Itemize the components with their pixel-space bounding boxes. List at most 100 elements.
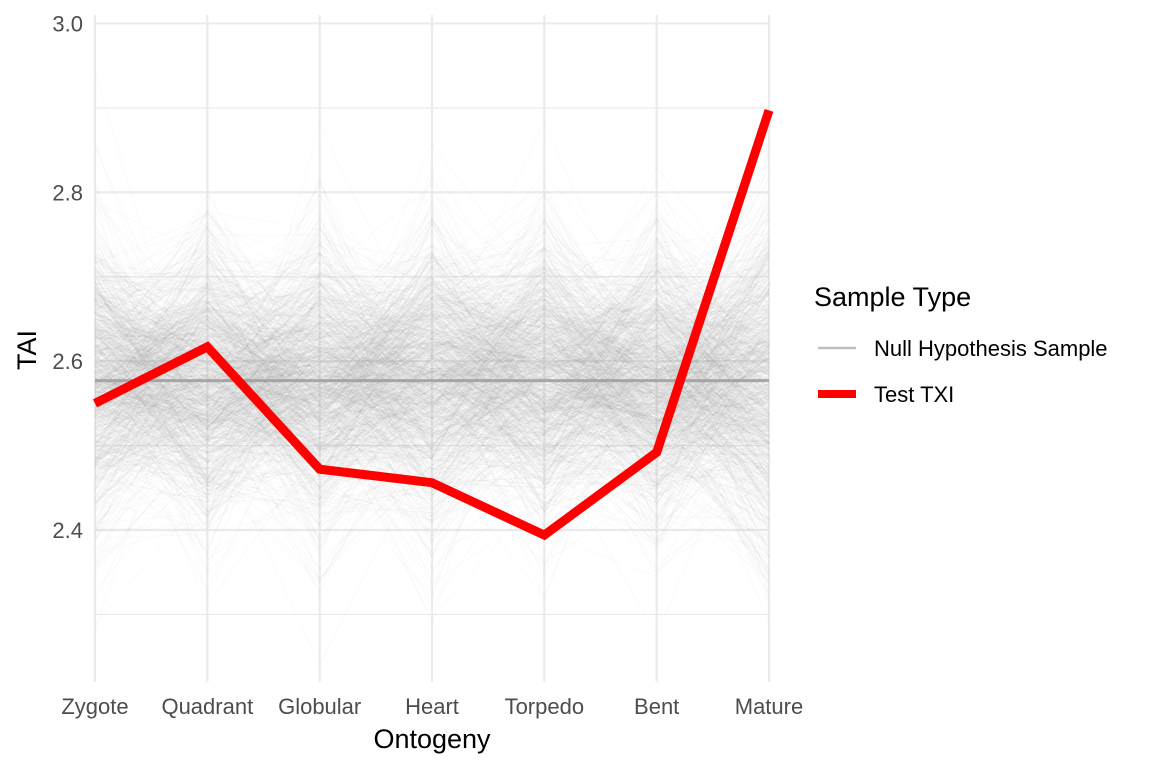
null-sample-line xyxy=(94,329,770,423)
null-sample-line xyxy=(94,284,770,620)
null-sample-line xyxy=(94,310,770,449)
null-sample-line xyxy=(94,216,770,565)
null-sample-line xyxy=(94,329,770,543)
null-sample-line xyxy=(94,361,770,602)
null-sample-line xyxy=(94,260,770,420)
null-sample-line xyxy=(94,307,770,418)
null-sample-line xyxy=(94,271,770,571)
null-sample-line xyxy=(94,270,770,520)
null-sample-line xyxy=(94,312,770,517)
null-sample-line xyxy=(94,260,770,438)
null-sample-line xyxy=(94,281,770,500)
null-sample-line xyxy=(94,273,770,505)
null-sample-line xyxy=(94,309,770,548)
null-sample-line xyxy=(94,217,770,451)
null-sample-line xyxy=(94,251,770,503)
null-sample-line xyxy=(94,253,770,464)
null-sample-line xyxy=(94,328,770,482)
null-sample-line xyxy=(94,288,770,491)
null-sample-line xyxy=(94,247,770,509)
null-sample-line xyxy=(94,305,770,445)
null-sample-line xyxy=(94,245,770,505)
null-sample-line xyxy=(94,312,770,470)
null-sample-line xyxy=(94,252,770,529)
null-sample-line xyxy=(94,342,770,524)
null-sample-line xyxy=(94,349,770,521)
null-sample-line xyxy=(94,201,770,426)
null-sample-line xyxy=(94,312,770,458)
test-txi-line xyxy=(92,108,774,541)
null-sample-line xyxy=(94,277,770,446)
null-sample-line xyxy=(94,248,770,512)
null-sample-line xyxy=(94,185,770,525)
null-sample-line xyxy=(94,378,770,477)
null-sample-line xyxy=(94,249,770,499)
null-sample-line xyxy=(94,268,770,500)
null-sample-line xyxy=(94,256,770,423)
null-sample-line xyxy=(94,299,770,489)
null-sample-line xyxy=(94,327,770,485)
null-sample-line xyxy=(94,306,770,474)
null-sample-line xyxy=(94,290,770,482)
null-sample-line xyxy=(94,249,770,464)
null-sample-line xyxy=(94,344,770,471)
null-sample-line xyxy=(94,257,770,454)
null-sample-line xyxy=(94,284,770,485)
null-sample-line xyxy=(94,257,770,439)
null-sample-line xyxy=(94,274,770,449)
null-sample-line xyxy=(94,319,770,431)
null-sample-line xyxy=(94,202,770,486)
null-sample-line xyxy=(94,355,770,505)
null-sample-line xyxy=(94,258,770,421)
null-sample-line xyxy=(94,258,770,438)
null-sample-line xyxy=(94,275,770,435)
null-sample-line xyxy=(94,287,770,437)
null-sample-line xyxy=(94,318,770,476)
null-sample-line xyxy=(94,375,770,576)
null-sample-line xyxy=(94,239,770,383)
null-sample-line xyxy=(94,202,770,497)
null-sample-line xyxy=(94,316,770,482)
null-sample-line xyxy=(94,266,770,474)
null-sample-line xyxy=(94,280,770,417)
null-sample-line xyxy=(94,267,770,464)
null-sample-line xyxy=(94,264,770,515)
y-tick-label: 2.4 xyxy=(52,518,83,543)
null-sample-line xyxy=(94,260,770,482)
null-sample-line xyxy=(94,245,770,546)
null-sample-line xyxy=(94,150,770,503)
null-sample-line xyxy=(94,247,770,457)
null-sample-line xyxy=(94,192,770,497)
null-sample-line xyxy=(94,245,770,492)
null-sample-line xyxy=(94,304,770,419)
null-sample-line xyxy=(94,293,770,397)
null-sample-line xyxy=(94,309,770,515)
null-sample-line xyxy=(94,322,770,445)
null-sample-line xyxy=(94,218,770,450)
null-sample-line xyxy=(94,285,770,439)
null-sample-line xyxy=(94,330,770,514)
null-sample-line xyxy=(94,267,770,453)
null-sample-line xyxy=(94,363,770,535)
null-sample-line xyxy=(94,296,770,492)
null-sample-line xyxy=(94,283,770,490)
null-sample-line xyxy=(94,308,770,448)
null-sample-line xyxy=(94,244,770,517)
null-sample-line xyxy=(94,292,770,456)
null-sample-line xyxy=(94,218,770,520)
null-sample-line xyxy=(94,237,770,495)
null-sample-line xyxy=(94,239,770,421)
null-sample-line xyxy=(94,192,770,459)
null-sample-line xyxy=(94,246,770,567)
null-sample-line xyxy=(94,342,770,507)
null-sample-line xyxy=(94,229,770,424)
null-sample-line xyxy=(94,295,770,622)
null-sample-line xyxy=(94,177,770,497)
null-sample-line xyxy=(94,241,770,501)
null-sample-line xyxy=(94,166,770,444)
null-sample-line xyxy=(94,286,770,452)
null-sample-line xyxy=(94,319,770,527)
null-sample-line xyxy=(94,293,770,454)
null-sample-line xyxy=(94,182,770,461)
null-sample-line xyxy=(94,245,770,500)
